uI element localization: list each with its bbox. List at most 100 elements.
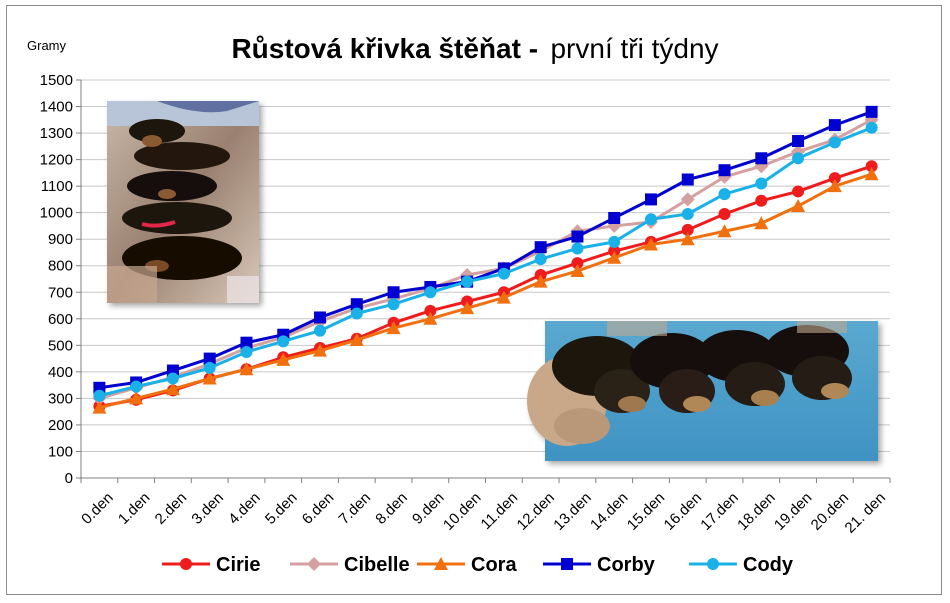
x-tick-label: 12.den	[514, 489, 558, 533]
puppies-sleeping-photo	[527, 321, 878, 461]
legend-label: Cibelle	[344, 554, 410, 576]
chart-svg: Růstová křivka štěňat - první tři týdny …	[27, 33, 891, 576]
legend-item-cora: Cora	[417, 554, 517, 576]
data-point-cora	[717, 224, 732, 238]
data-point-cirie	[865, 160, 878, 173]
data-point-corby	[314, 311, 327, 324]
data-point-cora	[313, 343, 328, 357]
data-point-cirie	[792, 185, 805, 198]
legend-marker	[180, 558, 192, 570]
y-tick-label: 1400	[40, 99, 73, 116]
data-point-corby	[240, 336, 253, 349]
data-point-cora	[791, 199, 806, 213]
series-line-corby	[99, 110, 873, 390]
legend-marker	[434, 557, 448, 570]
legend-label: Cora	[471, 554, 517, 576]
series-layer	[92, 105, 879, 414]
data-point-cody	[314, 324, 327, 337]
x-tick-labels: 0.den1.den2.den3.den4.den5.den6.den7.den…	[78, 489, 889, 536]
data-point-corby	[571, 230, 584, 243]
series-line-cody	[99, 126, 873, 398]
data-point-cora	[607, 250, 622, 264]
x-tick-label: 5.den	[262, 489, 301, 528]
data-point-cirie	[718, 207, 731, 220]
legend-marker	[307, 557, 321, 571]
data-point-cody	[681, 207, 694, 220]
data-point-cora	[349, 333, 364, 347]
data-point-cirie	[424, 304, 437, 317]
data-point-cora	[92, 400, 107, 414]
data-point-cirie	[828, 172, 841, 185]
data-point-cody	[424, 286, 437, 299]
data-point-cody	[755, 177, 768, 190]
x-tick-label: 19.den	[771, 489, 815, 533]
y-tick-label: 800	[48, 258, 73, 275]
data-point-cody	[461, 275, 474, 288]
x-tick-label: 15.den	[624, 489, 668, 533]
legend-marker	[561, 558, 573, 570]
y-tick-label: 900	[48, 231, 73, 248]
axis-layer	[76, 79, 891, 483]
legend: Cirie Cibelle Cora Corby Cody	[162, 554, 794, 576]
data-point-cora	[239, 362, 254, 376]
y-tick-label: 400	[48, 364, 73, 381]
data-point-cody	[718, 188, 731, 201]
data-point-cora	[754, 216, 769, 230]
series-line-cibelle	[98, 118, 873, 400]
legend-item-corby: Corby	[543, 554, 656, 576]
data-point-corby	[681, 173, 694, 186]
data-point-cibelle	[680, 192, 695, 207]
y-tick-label: 1300	[40, 125, 73, 142]
data-point-cora	[680, 232, 695, 246]
data-point-cody	[571, 242, 584, 255]
data-point-cody	[608, 235, 621, 248]
y-tick-label: 0	[65, 470, 73, 487]
y-tick-label: 1500	[40, 72, 73, 89]
data-point-corby	[644, 193, 657, 206]
data-point-corby	[350, 298, 363, 311]
data-point-cody	[497, 267, 510, 280]
data-point-cirie	[681, 223, 694, 236]
data-point-cora	[570, 264, 585, 278]
data-point-cora	[827, 179, 842, 193]
x-tick-label: 11.den	[478, 489, 522, 533]
series-cody	[93, 121, 878, 402]
x-tick-label: 0.den	[78, 489, 117, 528]
data-point-cora	[643, 237, 658, 251]
data-point-cody	[203, 361, 216, 374]
data-point-corby	[608, 211, 621, 224]
x-tick-label: 10.den	[440, 489, 484, 533]
data-point-cody	[387, 298, 400, 311]
x-tick-label: 1.den	[115, 489, 154, 528]
series-line-cora	[99, 172, 873, 410]
y-tick-label: 1100	[41, 178, 73, 195]
y-tick-label: 300	[48, 390, 73, 407]
data-point-cora	[276, 352, 291, 366]
x-tick-label: 7.den	[336, 489, 375, 528]
data-point-cirie	[755, 194, 768, 207]
data-point-corby	[755, 152, 768, 165]
data-point-corby	[203, 352, 216, 365]
data-point-cora	[423, 311, 438, 325]
data-point-cody	[828, 136, 841, 149]
data-point-corby	[792, 135, 805, 148]
legend-marker	[707, 558, 719, 570]
y-tick-label: 200	[48, 417, 73, 434]
data-point-cody	[865, 121, 878, 134]
x-tick-label: 17.den	[697, 489, 741, 533]
data-point-cora	[386, 321, 401, 335]
data-point-cody	[93, 389, 106, 402]
y-tick-label: 600	[48, 311, 73, 328]
series-cora	[92, 167, 879, 414]
data-point-corby	[865, 105, 878, 118]
data-point-cora	[496, 290, 511, 304]
data-point-corby	[828, 119, 841, 132]
x-tick-label: 14.den	[587, 489, 631, 533]
x-tick-label: 13.den	[550, 489, 594, 533]
legend-label: Cirie	[216, 554, 260, 576]
legend-item-cirie: Cirie	[162, 554, 260, 576]
y-tick-label: 1200	[40, 152, 73, 169]
x-tick-label: 16.den	[661, 489, 705, 533]
data-point-cody	[166, 372, 179, 385]
puppies-nursing-photo	[107, 101, 259, 303]
